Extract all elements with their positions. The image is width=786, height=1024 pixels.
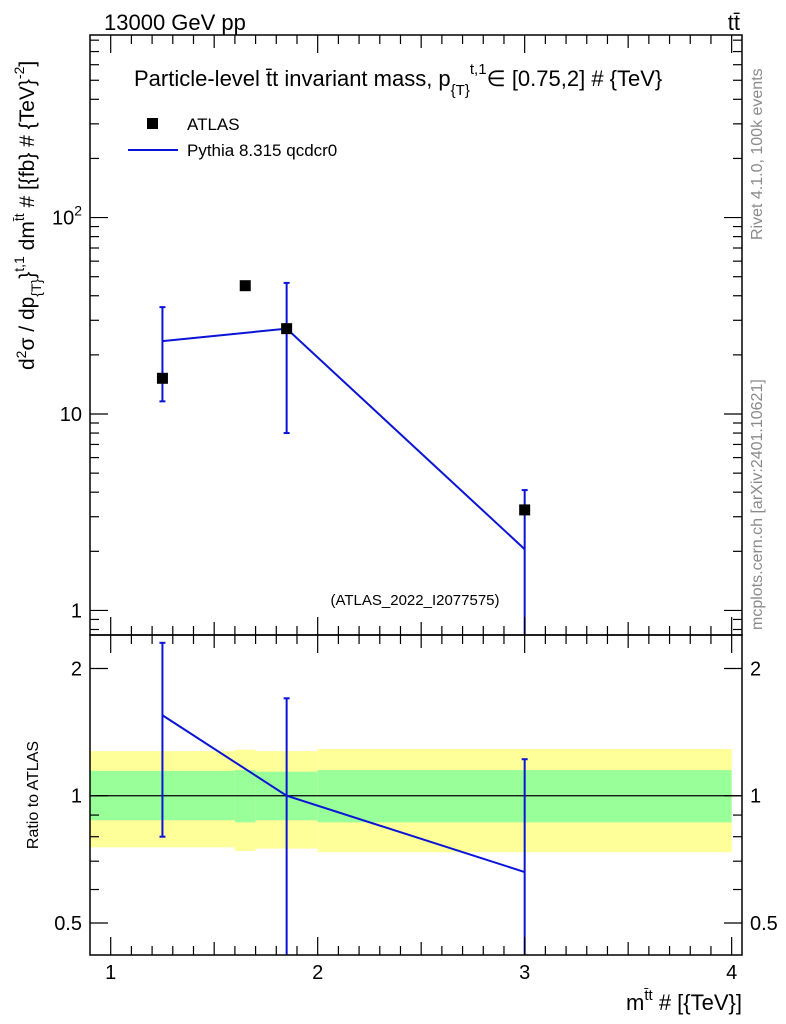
legend-label-atlas: ATLAS [187, 115, 240, 134]
x-axis-label: mt̄t # [{TeV}] [626, 987, 742, 1015]
header-energy-label: 13000 GeV pp [104, 10, 246, 35]
ratio-y-tick-label-left: 0.5 [54, 913, 82, 935]
atlas-data-point [156, 372, 168, 384]
legend: ATLAS Pythia 8.315 qcdcr0 [128, 115, 337, 160]
atlas-data-point [519, 504, 531, 516]
plot-title-sub: {T} [451, 82, 470, 99]
main-y-axis-label: d2σ / dp{T}}t,1 dmt̄t # [{fb} # {TeV}-2] [11, 61, 44, 370]
pythia-line [162, 327, 526, 550]
rivet-version-label: Rivet 4.1.0, 100k events [749, 68, 766, 240]
ratio-y-tick-label-left: 1 [71, 786, 82, 808]
legend-label-pythia: Pythia 8.315 qcdcr0 [187, 141, 337, 160]
ratio-panel: 0.5 0.5 1 1 2 2 1 2 3 4 Ratio to ATLAS mt̄t # [{T… [25, 634, 778, 1015]
plot-title-main: Particle-level t̄t invariant mass, p [134, 66, 451, 91]
ratio-y-tick-label-right: 0.5 [750, 913, 778, 935]
ratio-y-tick-label-right: 1 [750, 786, 761, 808]
ratio-ticks: 0.5 0.5 1 1 2 2 1 2 3 4 [54, 635, 778, 984]
ratio-y-tick-label-right: 2 [750, 658, 761, 680]
main-plot-marks [156, 280, 531, 635]
main-y-ticks: 1 10 102 [52, 35, 742, 635]
x-tick-label: 2 [312, 962, 323, 984]
ratio-plot-marks [159, 641, 528, 955]
ratio-y-tick-label-left: 2 [71, 658, 82, 680]
ratio-plot-frame [89, 634, 743, 956]
mcplots-source-label: mcplots.cern.ch [arXiv:2401.10621] [749, 379, 766, 630]
main-y-tick-label: 1 [71, 600, 82, 622]
ratio-y-axis-label: Ratio to ATLAS [25, 741, 42, 849]
ratio-uncertainty-bands [90, 748, 732, 853]
atlas-data-point [239, 280, 251, 292]
analysis-watermark: (ATLAS_2022_I2077575) [330, 592, 499, 609]
main-y-tick-label: 102 [52, 203, 82, 230]
plot-title-rest: ∈ [0.75,2] # {TeV} [487, 66, 663, 91]
atlas-data-point [281, 323, 293, 335]
plot-title-sup: t,1 [470, 61, 487, 78]
x-tick-label: 3 [519, 962, 530, 984]
main-y-tick-label: 10 [60, 404, 82, 426]
legend-marker-atlas [147, 118, 158, 129]
header-process-label: tt̄ [728, 10, 740, 35]
plot-title: Particle-level t̄t invariant mass, p{T}t… [134, 61, 662, 99]
x-tick-label: 1 [105, 962, 116, 984]
main-panel: 1 10 102 Particle-level t̄t invariant mass… [11, 34, 743, 636]
x-tick-label: 4 [726, 962, 737, 984]
